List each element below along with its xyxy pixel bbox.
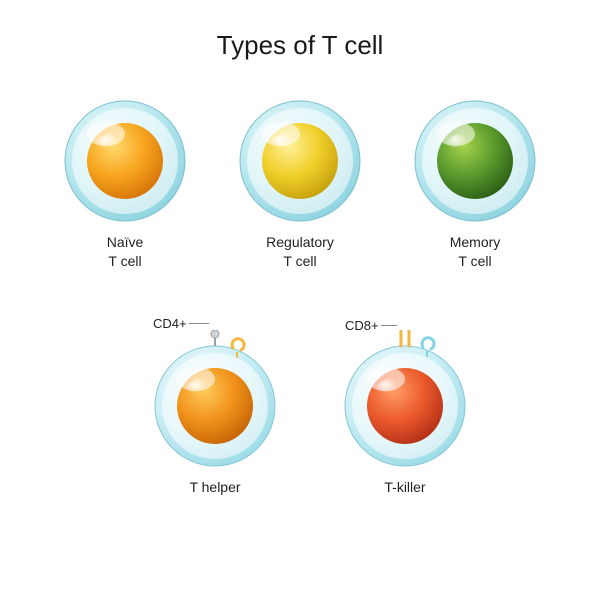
cell-svg-regulatory [230, 85, 370, 225]
cell-svg-killer [335, 330, 475, 470]
cell-killer: CD8+ [335, 330, 475, 470]
cell-label-killer: T-killer [335, 478, 475, 497]
diagram-title: Types of T cell [0, 30, 600, 61]
cell-group-regulatory: Regulatory T cell [230, 85, 370, 271]
cell-group-killer: CD8+ [335, 330, 475, 497]
cell-group-naive: Naïve T cell [55, 85, 195, 271]
cell-regulatory [230, 85, 370, 225]
cell-label-helper: T helper [145, 478, 285, 497]
cell-group-helper: CD4+ [145, 330, 285, 497]
cell-helper: CD4+ [145, 330, 285, 470]
cell-naive [55, 85, 195, 225]
cell-label-naive: Naïve T cell [55, 233, 195, 271]
cell-label-regulatory: Regulatory T cell [230, 233, 370, 271]
cell-svg-helper [145, 330, 285, 470]
cell-svg-naive [55, 85, 195, 225]
cell-svg-memory [405, 85, 545, 225]
cell-label-memory: Memory T cell [405, 233, 545, 271]
receptor-label-cd4: CD4+ [153, 316, 187, 331]
cell-memory [405, 85, 545, 225]
receptor-label-cd8: CD8+ [345, 318, 379, 333]
cell-group-memory: Memory T cell [405, 85, 545, 271]
